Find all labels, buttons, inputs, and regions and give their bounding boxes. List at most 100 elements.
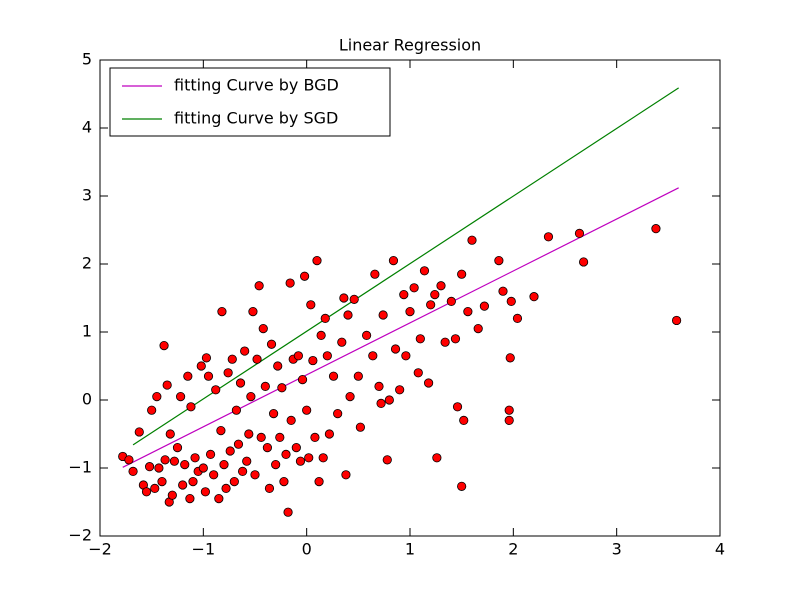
scatter-point <box>440 337 450 347</box>
scatter-point <box>217 306 227 317</box>
scatter-point <box>258 323 268 334</box>
scatter-point <box>318 453 328 463</box>
scatter-point <box>256 432 266 442</box>
x-tick-label: −1 <box>192 540 216 559</box>
scatter-point <box>297 374 308 385</box>
scatter-point <box>262 442 272 453</box>
x-tick-label: 0 <box>302 540 312 559</box>
scatter-point <box>266 339 277 349</box>
y-tick-label: 3 <box>82 186 92 205</box>
scatter-point <box>543 232 554 242</box>
scatter-point <box>355 422 365 432</box>
scatter-point <box>651 224 661 234</box>
scatter-point <box>308 355 318 366</box>
scatter-point <box>413 368 423 378</box>
y-tick-label: 2 <box>82 254 92 273</box>
scatter-point <box>254 281 264 291</box>
scatter-point <box>306 300 316 310</box>
scatter-point <box>235 378 246 388</box>
scatter-point <box>512 313 523 323</box>
y-tick-label: −1 <box>68 458 92 477</box>
scatter-point <box>183 371 193 381</box>
scatter-point <box>459 415 469 425</box>
scatter-point <box>376 398 386 408</box>
scatter-point <box>264 483 275 493</box>
scatter-point <box>141 487 152 497</box>
scatter-point <box>463 306 473 317</box>
scatter-point <box>295 456 306 466</box>
scatter-point <box>378 310 388 320</box>
scatter-point <box>233 439 244 449</box>
scatter-point <box>150 483 160 493</box>
scatter-point <box>178 480 188 490</box>
scatter-point <box>188 476 198 487</box>
y-tick-label: 4 <box>82 118 92 137</box>
scatter-point <box>162 380 172 390</box>
fit-line <box>122 187 679 468</box>
scatter-point <box>268 408 279 419</box>
scatter-point <box>457 481 467 491</box>
scatter-point <box>310 432 320 442</box>
legend-label: fitting Curve by BGD <box>174 76 339 95</box>
scatter-point <box>271 459 281 470</box>
scatter-point <box>450 334 461 344</box>
legend-label: fitting Curve by SGD <box>174 109 338 128</box>
scatter-point <box>223 368 233 378</box>
scatter-point <box>302 405 312 415</box>
scatter-point <box>353 371 363 381</box>
scatter-point <box>200 487 210 497</box>
scatter-point <box>457 269 467 279</box>
x-tick-label: −2 <box>88 540 112 559</box>
scatter-point <box>157 476 167 487</box>
scatter-point <box>145 462 155 472</box>
y-tick-label: 0 <box>82 390 92 409</box>
scatter-point <box>238 466 248 476</box>
scatter-point <box>160 455 170 465</box>
scatter-point <box>248 306 258 317</box>
scatter-point <box>250 470 260 480</box>
scatter-point <box>229 476 239 487</box>
scatter-point <box>322 351 332 361</box>
scatter-point <box>299 271 310 281</box>
scatter-point <box>343 310 353 320</box>
scatter-point <box>337 337 347 347</box>
scatter-point <box>473 323 483 334</box>
scatter-point <box>426 300 436 310</box>
scatter-point <box>211 385 221 395</box>
scatter-point <box>415 334 425 344</box>
scatter-point <box>578 257 589 267</box>
scatter-point <box>349 294 359 304</box>
scatter-point <box>242 456 252 466</box>
scatter-point <box>128 466 138 476</box>
scatter-point <box>574 228 585 238</box>
scatter-point <box>165 429 175 439</box>
x-tick-label: 4 <box>715 540 725 559</box>
scatter-point <box>291 442 301 453</box>
scatter-point <box>152 391 162 402</box>
scatter-point <box>124 455 134 465</box>
scatter-point <box>304 453 314 463</box>
scatter-point <box>506 296 516 306</box>
scatter-point <box>227 354 237 364</box>
scatter-point <box>467 235 477 245</box>
x-tick-label: 1 <box>405 540 415 559</box>
scatter-point <box>231 405 241 415</box>
scatter-point <box>312 255 322 266</box>
scatter-point <box>419 266 430 276</box>
scatter-point <box>324 429 334 439</box>
scatter-point <box>401 351 411 361</box>
scatter-point <box>167 490 177 500</box>
scatter-point <box>409 283 419 293</box>
scatter-point <box>529 292 539 302</box>
scatter-point <box>180 459 190 470</box>
scatter-point <box>203 371 214 381</box>
scatter-point <box>225 446 235 456</box>
scatter-point <box>285 278 295 288</box>
scatter-point <box>186 402 196 412</box>
scatter-point <box>504 415 514 425</box>
scatter-point <box>446 296 456 306</box>
legend-box <box>109 67 391 137</box>
x-tick-label: 2 <box>508 540 518 559</box>
scatter-point <box>273 361 283 371</box>
x-tick-label: 3 <box>612 540 622 559</box>
